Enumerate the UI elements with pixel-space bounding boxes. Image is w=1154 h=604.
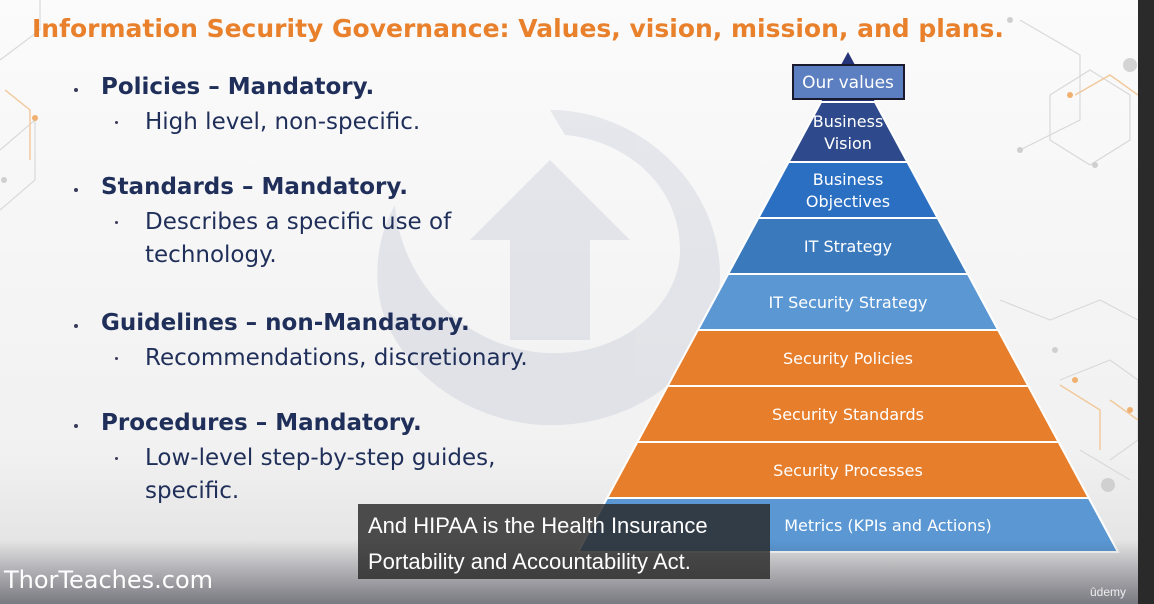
pyramid-level-label: Security Standards	[772, 405, 924, 424]
video-side-bar	[1138, 0, 1154, 604]
our-values-label: Our values	[802, 73, 894, 93]
pyramid-level-label: Vision	[824, 134, 872, 153]
pyramid-level-label: Business	[813, 112, 884, 131]
pyramid-level-label: Metrics (KPIs and Actions)	[784, 516, 992, 535]
pyramid-level-label: Security Policies	[783, 349, 913, 368]
sub-bullet-text: High level, non-specific.	[145, 109, 421, 135]
bullet-dot-icon	[74, 424, 78, 428]
sub-bullet-dot-icon	[115, 221, 118, 224]
pyramid-level-label: Objectives	[806, 192, 890, 211]
bullet-dot-icon	[74, 324, 78, 328]
footer-website: ThorTeaches.com	[4, 566, 214, 594]
bullet-heading: Standards – Mandatory.	[101, 174, 408, 200]
pyramid-level-label: IT Security Strategy	[769, 293, 928, 312]
sub-bullet-dot-icon	[115, 357, 118, 360]
sub-bullet-dot-icon	[115, 121, 118, 124]
sub-bullet-text: Recommendations, discretionary.	[145, 345, 528, 371]
bullet-heading: Procedures – Mandatory.	[101, 410, 422, 436]
bullet-dot-icon	[74, 88, 78, 92]
pyramid-level-label: Business	[813, 170, 884, 189]
bullet-dot-icon	[74, 188, 78, 192]
sub-bullet-text: Low-level step-by-step guides, specific.	[145, 445, 496, 504]
bullet-heading: Guidelines – non-Mandatory.	[101, 310, 470, 336]
slide-title: Information Security Governance: Values,…	[32, 14, 1004, 43]
caption-line-2: Portability and Accountability Act.	[368, 549, 691, 574]
our-values-box	[792, 64, 905, 100]
sub-bullet-dot-icon	[115, 457, 118, 460]
caption-line-1: And HIPAA is the Health Insurance	[368, 513, 708, 538]
bullet-heading: Policies – Mandatory.	[101, 74, 375, 100]
udemy-logo: ûdemy	[1090, 585, 1127, 599]
pyramid-level-label: Security Processes	[773, 461, 923, 480]
subtitle-caption: And HIPAA is the Health Insurance Portab…	[358, 504, 770, 579]
sub-bullet-text: Describes a specific use of technology.	[145, 209, 452, 268]
up-arrow-watermark-icon	[377, 110, 720, 426]
pyramid-level	[786, 101, 910, 163]
pyramid-level-label: IT Strategy	[804, 237, 892, 256]
